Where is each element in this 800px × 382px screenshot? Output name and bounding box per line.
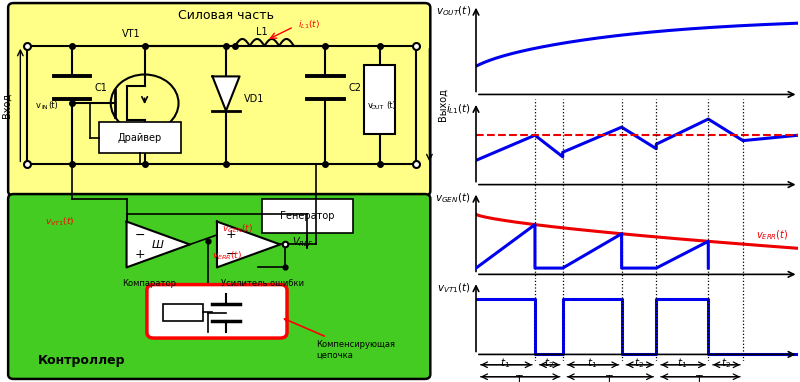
Text: $v_{VT1}(t)$: $v_{VT1}(t)$	[437, 281, 470, 295]
Text: Компенсирующая
цепочка: Компенсирующая цепочка	[285, 319, 395, 359]
Bar	[262, 199, 353, 233]
Text: $t_1$: $t_1$	[587, 356, 597, 369]
Text: $v_{GEN}(t)$: $v_{GEN}(t)$	[435, 192, 470, 206]
Text: Драйвер: Драйвер	[118, 133, 162, 142]
Text: $v_{GEN}(t)$: $v_{GEN}(t)$	[222, 223, 253, 235]
FancyBboxPatch shape	[8, 194, 430, 379]
Text: v: v	[36, 100, 41, 110]
Text: +: +	[135, 248, 146, 261]
Polygon shape	[217, 222, 280, 267]
Text: $i_{L1}(t)$: $i_{L1}(t)$	[446, 102, 470, 116]
Text: $v_{ERR}(t)$: $v_{ERR}(t)$	[213, 250, 242, 262]
FancyBboxPatch shape	[8, 3, 430, 196]
Polygon shape	[213, 76, 239, 111]
Bar	[162, 304, 203, 321]
Text: L1: L1	[256, 28, 268, 37]
Text: Выход: Выход	[438, 89, 448, 121]
Text: Контроллер: Контроллер	[38, 354, 125, 367]
Text: $t_2$: $t_2$	[721, 356, 730, 369]
Text: $v_{OUT}(t)$: $v_{OUT}(t)$	[436, 5, 470, 18]
Text: Вход: Вход	[2, 92, 12, 118]
Text: C2: C2	[348, 83, 361, 93]
Text: IN: IN	[41, 105, 48, 110]
Bar	[364, 65, 395, 134]
FancyBboxPatch shape	[147, 285, 287, 338]
Text: −: −	[135, 228, 146, 241]
Text: v: v	[368, 100, 373, 110]
Text: $t_2$: $t_2$	[544, 356, 554, 369]
Text: Генератор: Генератор	[280, 211, 334, 221]
Text: $t_1$: $t_1$	[501, 356, 510, 369]
Bar	[99, 122, 181, 153]
Text: OUT: OUT	[370, 105, 384, 110]
Text: Компаратор: Компаратор	[122, 279, 176, 288]
Text: VD1: VD1	[244, 94, 265, 104]
Text: Силовая часть: Силовая часть	[178, 9, 274, 22]
Text: Усилитель ошибки: Усилитель ошибки	[222, 279, 305, 288]
Text: $\mathit{Ш}$: $\mathit{Ш}$	[151, 238, 165, 251]
Text: (t): (t)	[49, 100, 58, 110]
Text: $v_{VT1}(t)$: $v_{VT1}(t)$	[45, 215, 74, 228]
Text: +: +	[226, 228, 236, 241]
Text: (t): (t)	[386, 100, 396, 110]
Text: $t_1$: $t_1$	[678, 356, 687, 369]
Text: $t_2$: $t_2$	[634, 356, 644, 369]
Text: T: T	[516, 376, 522, 382]
Text: T: T	[606, 376, 613, 382]
Text: $v_{ERR}(t)$: $v_{ERR}(t)$	[755, 228, 788, 242]
Text: −: −	[226, 248, 236, 261]
Text: T: T	[696, 376, 703, 382]
Text: $i_{L1}(t)$: $i_{L1}(t)$	[298, 19, 320, 31]
Text: $V_{REF}$: $V_{REF}$	[291, 236, 314, 249]
Polygon shape	[126, 222, 190, 267]
Text: VT1: VT1	[122, 29, 140, 39]
Text: C1: C1	[95, 83, 108, 93]
